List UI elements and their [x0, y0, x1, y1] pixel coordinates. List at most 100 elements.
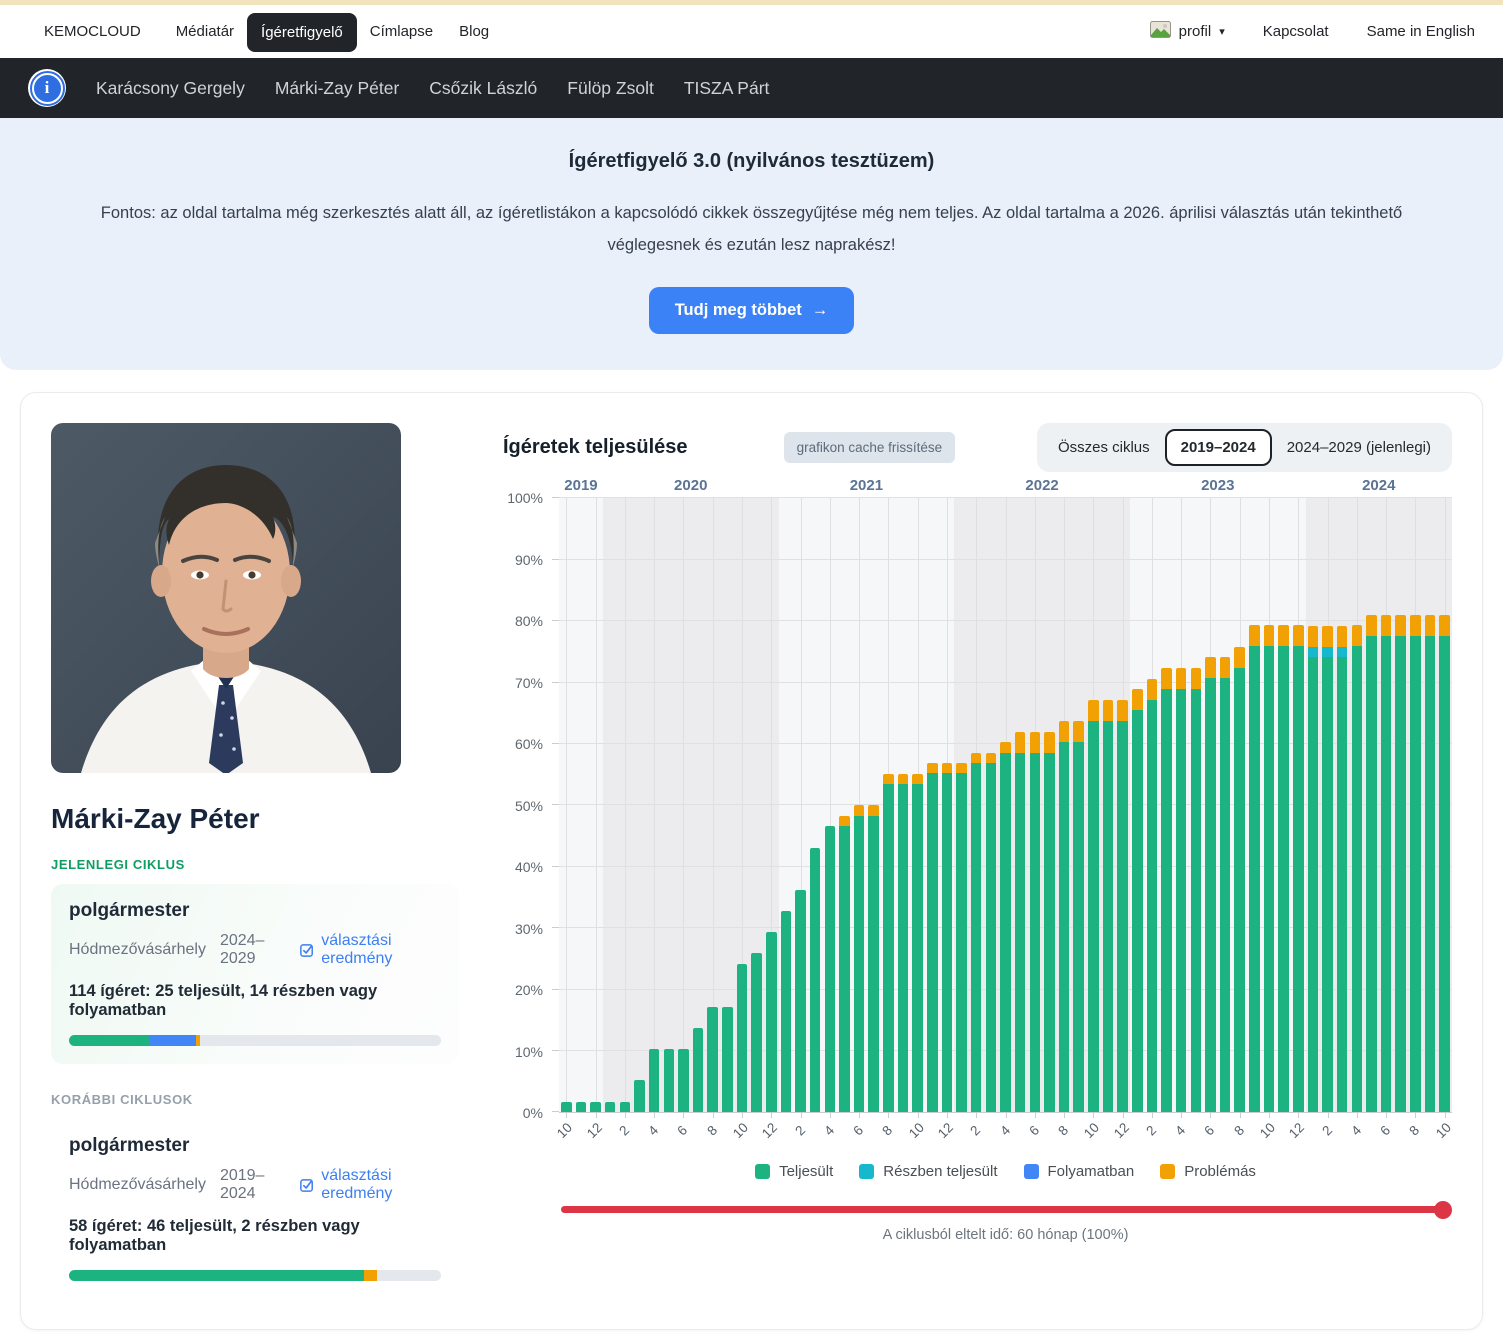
- chart-bar[interactable]: [1249, 625, 1260, 1113]
- chart-bar[interactable]: [736, 964, 748, 1113]
- nav-item-language[interactable]: Same in English: [1366, 23, 1475, 40]
- chart-bar[interactable]: [1161, 667, 1172, 1113]
- chart-bar[interactable]: [883, 774, 894, 1113]
- chart-bar[interactable]: [692, 1027, 704, 1113]
- elapsed-time-slider[interactable]: [561, 1200, 1452, 1219]
- chart-bar[interactable]: [1029, 731, 1041, 1113]
- subnav-csozik-laszlo[interactable]: Csőzik László: [429, 77, 538, 98]
- slider-track: [561, 1206, 1450, 1214]
- chart-bar[interactable]: [912, 774, 923, 1113]
- subnav-marki-zay-peter[interactable]: Márki-Zay Péter: [274, 77, 400, 98]
- bar-segment-teljesült: [897, 784, 909, 1113]
- chart-bar[interactable]: [1322, 626, 1333, 1113]
- legend-item-folyamatban[interactable]: Folyamatban: [1023, 1163, 1134, 1180]
- tab-2024-2029[interactable]: 2024–2029 (jelenlegi): [1286, 439, 1431, 457]
- chart-bar[interactable]: [985, 752, 997, 1113]
- chart-bar[interactable]: [751, 953, 762, 1113]
- chart-bar[interactable]: [1044, 731, 1055, 1113]
- nav-item-kapcsolat[interactable]: Kapcsolat: [1262, 23, 1329, 40]
- chart-bar[interactable]: [634, 1080, 645, 1113]
- chart-bar[interactable]: [1102, 699, 1114, 1113]
- chart-bar[interactable]: [1146, 678, 1158, 1113]
- year-band-2022: 2022: [954, 477, 1130, 1113]
- year-band-2023: 2023: [1129, 477, 1306, 1113]
- legend-item-részben-teljesült[interactable]: Részben teljesült: [859, 1163, 998, 1180]
- chart-bar[interactable]: [897, 774, 909, 1113]
- cycle-meta: Hódmezővásárhely 2024–2029 választási er…: [69, 932, 441, 968]
- chart-bar[interactable]: [1366, 615, 1377, 1113]
- chart-bar[interactable]: [1088, 699, 1099, 1113]
- chart-bar[interactable]: [780, 910, 792, 1113]
- chart-bar[interactable]: [970, 752, 982, 1113]
- chart-bar[interactable]: [956, 763, 967, 1113]
- chart-bar[interactable]: [1219, 657, 1231, 1113]
- election-result-link[interactable]: választási eredmény: [300, 1167, 441, 1203]
- bar-segment-teljesült: [1234, 667, 1245, 1113]
- legend-item-teljesült[interactable]: Teljesült: [755, 1163, 833, 1180]
- cycle-role: polgármester: [69, 1135, 190, 1157]
- chart-bar[interactable]: [1395, 615, 1407, 1113]
- chart-bar[interactable]: [1307, 626, 1319, 1113]
- subnav-fulop-zsolt[interactable]: Fülöp Zsolt: [567, 77, 654, 98]
- bar-segment-teljesült: [1102, 720, 1114, 1113]
- slider-handle[interactable]: [1434, 1200, 1452, 1219]
- chart-bar[interactable]: [766, 932, 777, 1113]
- chart-bar[interactable]: [824, 826, 836, 1113]
- nav-item-igeretfigyelo[interactable]: Ígéretfigyelő: [247, 13, 357, 52]
- info-icon[interactable]: i: [28, 69, 66, 107]
- brand-kemocloud[interactable]: KEMOCLOUD: [44, 23, 141, 40]
- subnav-karacsony-gergely[interactable]: Karácsony Gergely: [96, 77, 245, 98]
- legend-item-problémás[interactable]: Problémás: [1160, 1163, 1256, 1180]
- chart-bar[interactable]: [648, 1049, 660, 1113]
- election-result-link[interactable]: választási eredmény: [300, 932, 441, 968]
- chart-bar[interactable]: [1131, 689, 1143, 1113]
- nav-item-mediatar[interactable]: Médiatár: [175, 23, 235, 40]
- chart-bar[interactable]: [1205, 657, 1216, 1113]
- chart-bar[interactable]: [1000, 742, 1011, 1113]
- nav-item-blog[interactable]: Blog: [459, 23, 490, 40]
- chart-bar[interactable]: [575, 1101, 587, 1113]
- chart-bar[interactable]: [590, 1101, 601, 1113]
- chart-bar[interactable]: [678, 1049, 689, 1113]
- subnav-tisza-part[interactable]: TISZA Párt: [683, 77, 770, 98]
- refresh-cache-button[interactable]: grafikon cache frissítése: [783, 432, 956, 464]
- chart-bar[interactable]: [1336, 626, 1348, 1113]
- chart-bar[interactable]: [663, 1049, 675, 1113]
- profile-dropdown[interactable]: profil ▾: [1149, 21, 1225, 42]
- tab-osszes-ciklus[interactable]: Összes ciklus: [1057, 439, 1150, 457]
- chart-bar[interactable]: [1014, 731, 1026, 1113]
- chart-bar[interactable]: [795, 890, 806, 1113]
- chart-bar[interactable]: [839, 815, 850, 1113]
- main-card: Márki-Zay Péter JELENLEGI CIKLUS polgárm…: [20, 392, 1483, 1331]
- chart-bar[interactable]: [1058, 721, 1070, 1113]
- bar-segment-teljesült: [1073, 742, 1084, 1113]
- chart-bar[interactable]: [1263, 625, 1275, 1113]
- chart-bar[interactable]: [722, 1006, 733, 1113]
- chart-bar[interactable]: [927, 763, 938, 1113]
- chart-bar[interactable]: [809, 847, 821, 1113]
- chart-bar[interactable]: [1234, 646, 1245, 1113]
- chart-bar[interactable]: [868, 805, 879, 1113]
- bar-segment-teljesült: [1293, 646, 1304, 1113]
- chart-bar[interactable]: [561, 1101, 572, 1113]
- nav-item-cimlapse[interactable]: Címlapse: [369, 23, 434, 40]
- chart-bar[interactable]: [1190, 667, 1202, 1113]
- chart-bar[interactable]: [853, 805, 865, 1113]
- chart-bar[interactable]: [604, 1101, 616, 1113]
- tab-2019-2024[interactable]: 2019–2024: [1164, 429, 1272, 467]
- chart-bar[interactable]: [1278, 625, 1289, 1113]
- x-tick: [1064, 1112, 1066, 1119]
- chart-bar[interactable]: [1410, 615, 1421, 1113]
- chart-bar[interactable]: [1424, 615, 1436, 1113]
- chart-bar[interactable]: [1380, 615, 1392, 1113]
- chart-bar[interactable]: [707, 1006, 718, 1113]
- chart-bar[interactable]: [941, 763, 953, 1113]
- chart-bar[interactable]: [1293, 625, 1304, 1113]
- chart-bar[interactable]: [1351, 625, 1363, 1113]
- learn-more-button[interactable]: Tudj meg többet →: [648, 287, 855, 335]
- chart-bar[interactable]: [1439, 615, 1450, 1113]
- chart-bar[interactable]: [1073, 721, 1084, 1113]
- chart-bar[interactable]: [1117, 699, 1128, 1113]
- chart-bar[interactable]: [619, 1101, 631, 1113]
- chart-bar[interactable]: [1175, 667, 1187, 1113]
